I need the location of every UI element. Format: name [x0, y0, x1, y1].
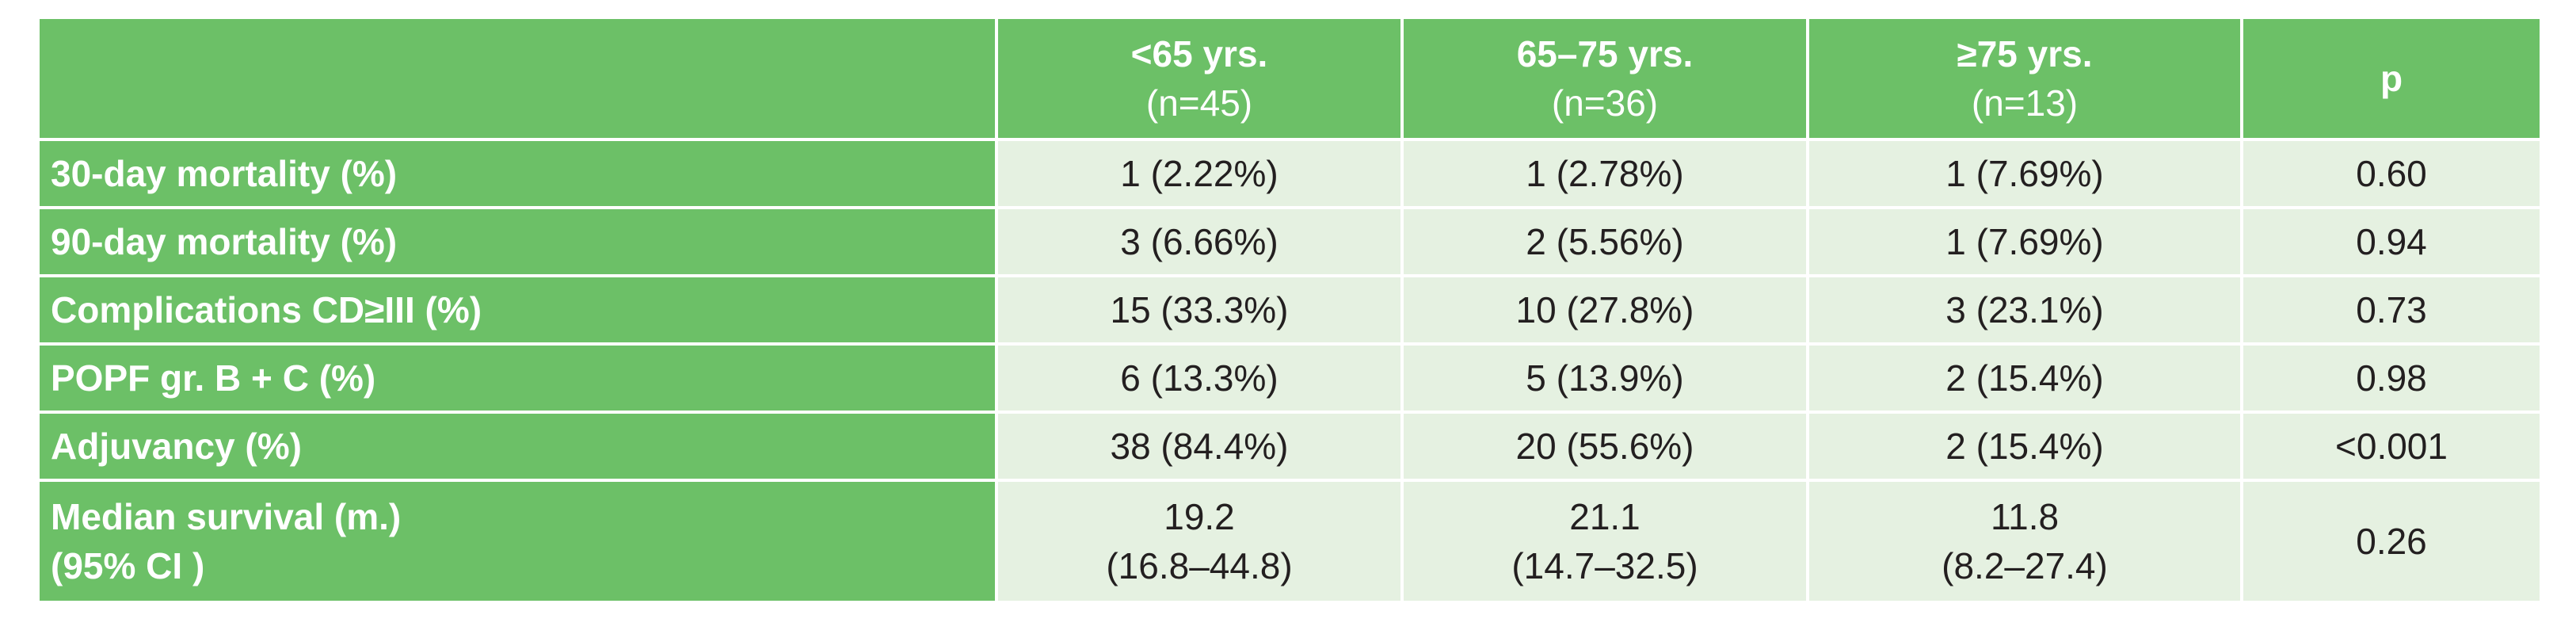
cell-value: 5 (13.9%): [1526, 357, 1684, 399]
value-cell: 19.2 (16.8–44.8): [995, 479, 1404, 604]
p-value: <0.001: [2335, 426, 2448, 467]
value-cell: 1 (7.69%): [1806, 206, 2243, 277]
p-value: 0.73: [2356, 289, 2427, 330]
header-row: <65 yrs. (n=45) 65–75 yrs. (n=36) ≥75 yr…: [36, 16, 2543, 141]
p-value-cell: 0.94: [2240, 206, 2543, 277]
header-sample-size: (n=13): [1971, 82, 2079, 124]
results-table: <65 yrs. (n=45) 65–75 yrs. (n=36) ≥75 yr…: [36, 16, 2543, 604]
value-cell: 11.8 (8.2–27.4): [1806, 479, 2243, 604]
header-cell-over-75: ≥75 yrs. (n=13): [1806, 16, 2243, 141]
table-row: POPF gr. B + C (%) 6 (13.3%) 5 (13.9%) 2 (1…: [36, 342, 2543, 414]
row-label-cell: 30-day mortality (%): [36, 138, 998, 209]
value-cell: 1 (2.78%): [1400, 138, 1809, 209]
cell-value: (8.2–27.4): [1942, 545, 2108, 586]
row-label: Adjuvancy (%): [51, 426, 302, 467]
header-label: ≥75 yrs.: [1957, 33, 2093, 74]
row-label: Median survival (m.): [51, 496, 402, 537]
row-label: (95% CI ): [51, 545, 205, 586]
value-cell: 3 (23.1%): [1806, 274, 2243, 346]
table-row: Adjuvancy (%) 38 (84.4%) 20 (55.6%) 2 (15.4…: [36, 411, 2543, 482]
row-label-cell: POPF gr. B + C (%): [36, 342, 998, 414]
p-value: 0.26: [2356, 521, 2427, 562]
header-sample-size: (n=36): [1551, 82, 1659, 124]
row-label: 30-day mortality (%): [51, 153, 398, 194]
value-cell: 15 (33.3%): [995, 274, 1404, 346]
cell-value: 3 (6.66%): [1120, 221, 1278, 262]
cell-value: 6 (13.3%): [1120, 357, 1278, 399]
cell-value: 19.2: [1164, 496, 1235, 537]
value-cell: 2 (15.4%): [1806, 342, 2243, 414]
value-cell: 21.1 (14.7–32.5): [1400, 479, 1809, 604]
cell-value: 1 (7.69%): [1945, 153, 2104, 194]
p-value: 0.60: [2356, 153, 2427, 194]
row-label-cell: 90-day mortality (%): [36, 206, 998, 277]
header-cell-p-value: p: [2240, 16, 2543, 141]
value-cell: 20 (55.6%): [1400, 411, 1809, 482]
cell-value: 2 (5.56%): [1526, 221, 1684, 262]
cell-value: 1 (2.78%): [1526, 153, 1684, 194]
value-cell: 38 (84.4%): [995, 411, 1404, 482]
row-label: 90-day mortality (%): [51, 221, 398, 262]
p-value: 0.98: [2356, 357, 2427, 399]
cell-value: (16.8–44.8): [1106, 545, 1293, 586]
cell-value: 21.1: [1569, 496, 1640, 537]
value-cell: 6 (13.3%): [995, 342, 1404, 414]
value-cell: 3 (6.66%): [995, 206, 1404, 277]
cell-value: 2 (15.4%): [1945, 357, 2104, 399]
row-label: Complications CD≥III (%): [51, 289, 482, 330]
cell-value: 11.8: [1990, 496, 2060, 537]
p-value-cell: 0.60: [2240, 138, 2543, 209]
cell-value: 1 (2.22%): [1120, 153, 1278, 194]
value-cell: 2 (5.56%): [1400, 206, 1809, 277]
value-cell: 5 (13.9%): [1400, 342, 1809, 414]
table-row: 30-day mortality (%) 1 (2.22%) 1 (2.78%) 1 …: [36, 138, 2543, 209]
header-label: p: [2380, 58, 2403, 99]
header-cell-under-65: <65 yrs. (n=45): [995, 16, 1404, 141]
header-cell-65-75: 65–75 yrs. (n=36): [1400, 16, 1809, 141]
table-row: 90-day mortality (%) 3 (6.66%) 2 (5.56%) 1 …: [36, 206, 2543, 277]
cell-value: 15 (33.3%): [1110, 289, 1289, 330]
p-value: 0.94: [2356, 221, 2427, 262]
row-label-cell: Adjuvancy (%): [36, 411, 998, 482]
table-row: Median survival (m.) (95% CI ) 19.2 (16.8–4…: [36, 479, 2543, 604]
value-cell: 1 (2.22%): [995, 138, 1404, 209]
cell-value: 20 (55.6%): [1515, 426, 1694, 467]
cell-value: 1 (7.69%): [1945, 221, 2104, 262]
cell-value: 2 (15.4%): [1945, 426, 2104, 467]
table-header: <65 yrs. (n=45) 65–75 yrs. (n=36) ≥75 yr…: [36, 16, 2543, 141]
table-body: 30-day mortality (%) 1 (2.22%) 1 (2.78%) 1 …: [36, 138, 2543, 604]
row-label: POPF gr. B + C (%): [51, 357, 376, 399]
value-cell: 2 (15.4%): [1806, 411, 2243, 482]
cell-value: (14.7–32.5): [1511, 545, 1698, 586]
value-cell: 10 (27.8%): [1400, 274, 1809, 346]
cell-value: 38 (84.4%): [1110, 426, 1289, 467]
p-value-cell: 0.98: [2240, 342, 2543, 414]
p-value-cell: 0.26: [2240, 479, 2543, 604]
table-row: Complications CD≥III (%) 15 (33.3%) 10 (27…: [36, 274, 2543, 346]
p-value-cell: <0.001: [2240, 411, 2543, 482]
value-cell: 1 (7.69%): [1806, 138, 2243, 209]
p-value-cell: 0.73: [2240, 274, 2543, 346]
header-sample-size: (n=45): [1145, 82, 1253, 124]
cell-value: 10 (27.8%): [1515, 289, 1694, 330]
header-label: <65 yrs.: [1130, 33, 1268, 74]
results-table-container: <65 yrs. (n=45) 65–75 yrs. (n=36) ≥75 yr…: [36, 16, 2543, 604]
header-cell-empty: [36, 16, 998, 141]
cell-value: 3 (23.1%): [1945, 289, 2104, 330]
row-label-cell: Median survival (m.) (95% CI ): [36, 479, 998, 604]
row-label-cell: Complications CD≥III (%): [36, 274, 998, 346]
header-label: 65–75 yrs.: [1516, 33, 1694, 74]
